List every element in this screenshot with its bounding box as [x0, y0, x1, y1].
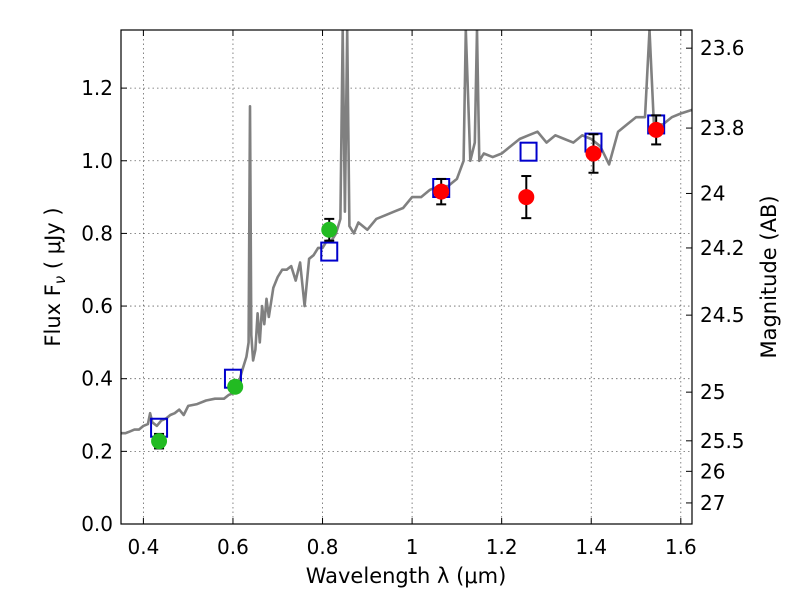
- point-layer: [151, 121, 665, 450]
- x-axis-title: Wavelength λ (μm): [306, 564, 507, 588]
- red-data-point: [518, 189, 535, 206]
- right-tick-label: 24.2: [700, 236, 745, 260]
- right-tick-label: 23.8: [700, 116, 745, 140]
- y-axis-title: Flux Fν ( μJy ): [41, 207, 69, 346]
- y-tick-label: 0.8: [81, 221, 113, 245]
- plot-frame: [120, 29, 693, 525]
- y-tick-label: 0.4: [81, 367, 113, 391]
- x-tick-label: 1.6: [665, 535, 697, 559]
- y-tick-label: 1.2: [81, 76, 113, 100]
- model-band-box: [320, 241, 339, 262]
- y-tick-label: 1.0: [81, 149, 113, 173]
- right-tick-label: 24.5: [700, 303, 745, 327]
- y-axis-title-unit: ( μJy ): [41, 207, 65, 275]
- y-axis-title-subscript: ν: [51, 276, 69, 284]
- right-tick-label: 23.6: [700, 36, 745, 60]
- x-tick-label: 0.4: [127, 535, 159, 559]
- green-data-point: [321, 221, 338, 238]
- red-data-point: [585, 145, 602, 162]
- right-tick-label: 27: [700, 491, 725, 515]
- x-tick-label: 1: [406, 535, 419, 559]
- tick-layer: 0.4 0.6 0.8 1 1.2 1.4 1.6 0.0 0.2 0.4 0.6 0.8 1.0 1.2…: [81, 30, 745, 559]
- green-data-point: [151, 433, 168, 450]
- y-tick-label: 0.2: [81, 439, 113, 463]
- y-tick-label: 0.6: [81, 294, 113, 318]
- right-tick-label: 26: [700, 459, 725, 483]
- right-axis-title: Magnitude (AB): [757, 195, 781, 358]
- right-tick-label: 24: [700, 181, 725, 205]
- red-data-point: [433, 183, 450, 200]
- x-tick-label: 1.4: [575, 535, 607, 559]
- model-band-box: [519, 141, 538, 162]
- x-tick-label: 0.8: [307, 535, 339, 559]
- right-tick-label: 25: [700, 380, 725, 404]
- right-tick-label: 25.5: [700, 429, 745, 453]
- y-axis-title-main: Flux F: [41, 284, 65, 346]
- x-tick-label: 1.2: [486, 535, 518, 559]
- x-tick-label: 0.6: [217, 535, 249, 559]
- red-data-point: [648, 121, 665, 138]
- y-tick-label: 0.0: [81, 512, 113, 536]
- green-data-point: [227, 378, 244, 395]
